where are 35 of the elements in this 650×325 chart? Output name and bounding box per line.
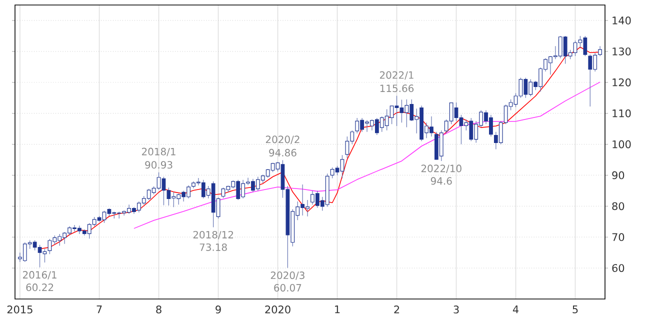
line-series (134, 82, 600, 229)
annotation: 2018/12 (193, 230, 234, 240)
x-tick-label: 2015 (7, 306, 32, 314)
annotation: 115.66 (380, 84, 414, 92)
annotation: 2020/3 (270, 272, 304, 280)
annotation: 90.93 (145, 161, 172, 169)
annotation: 2020/2 (266, 136, 300, 144)
annotation: 2022/10 (421, 164, 462, 173)
annotation: 73.18 (200, 243, 227, 251)
y-tick-label: 140 (612, 16, 631, 24)
y-tick-label: 80 (612, 202, 624, 210)
x-tick-label: 9 (216, 306, 221, 314)
x-tick-label: 2020 (265, 306, 290, 314)
x-tick-label: 3 (454, 306, 459, 314)
x-tick-label: 5 (572, 306, 578, 314)
annotation: 2018/1 (142, 148, 176, 156)
annotation: 94.86 (269, 148, 296, 156)
y-tick-label: 110 (612, 109, 631, 118)
y-tick-label: 60 (612, 264, 624, 272)
annotation: 94.6 (430, 177, 452, 185)
annotation: 60.22 (26, 284, 54, 292)
candlestick (598, 46, 602, 56)
x-tick-label: 1 (335, 306, 340, 314)
y-tick-label: 70 (612, 233, 624, 242)
y-tick-label: 90 (612, 171, 624, 180)
x-tick-label: 8 (156, 306, 162, 314)
x-tick-label: 4 (512, 306, 518, 314)
y-tick-label: 130 (612, 47, 631, 56)
annotation: 2016/1 (23, 271, 56, 280)
y-tick-label: 100 (612, 140, 631, 148)
x-tick-label: 2 (394, 306, 400, 314)
annotation: 2022/1 (380, 71, 414, 80)
annotation: 60.07 (274, 284, 302, 292)
x-tick-label: 7 (96, 306, 102, 314)
y-tick-label: 120 (612, 78, 631, 86)
